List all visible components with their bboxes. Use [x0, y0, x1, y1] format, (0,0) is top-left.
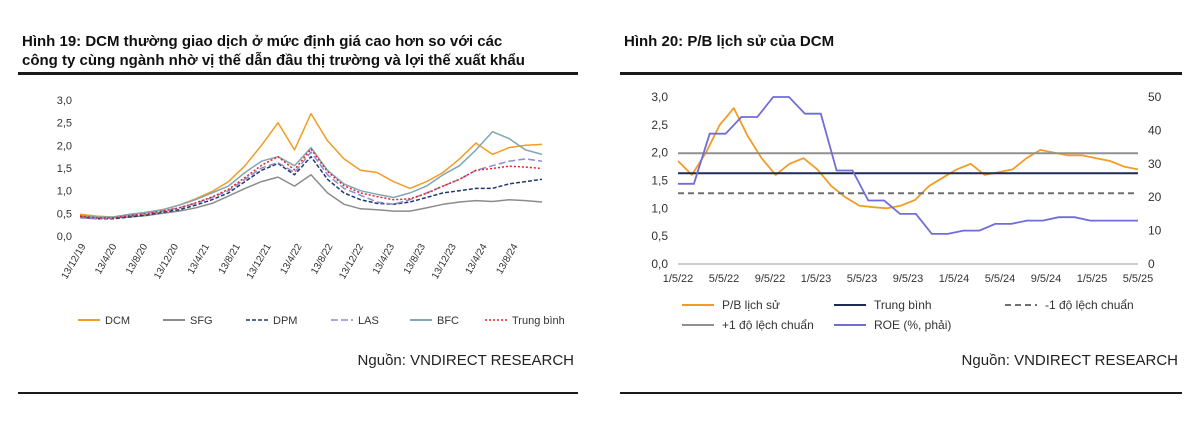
y-right-tick-label: 40: [1148, 123, 1162, 137]
y-left-tick-label: 0,5: [651, 229, 668, 243]
x-tick-label: 1/5/24: [939, 273, 970, 285]
legend-label: LAS: [358, 315, 379, 327]
figure-20-title: Hình 20: P/B lịch sử của DCM: [624, 33, 835, 50]
x-tick-label: 13/4/21: [186, 242, 212, 277]
figure-19-source: Nguồn: VNDIRECT RESEARCH: [357, 352, 574, 369]
y-tick-label: 0,5: [57, 208, 72, 220]
legend-label: ROE (%, phải): [874, 318, 951, 332]
y-tick-label: 2,0: [57, 140, 72, 152]
legend-label: P/B lịch sử: [722, 298, 780, 312]
x-tick-label: 9/5/24: [1031, 273, 1062, 285]
x-tick-label: 9/5/23: [893, 273, 924, 285]
figure-19-title: Hình 19: DCM thường giao dịch ở mức định…: [22, 32, 578, 70]
x-tick-label: 13/8/22: [309, 242, 335, 277]
y-tick-label: 3,0: [57, 95, 72, 107]
y-tick-label: 0,0: [57, 231, 72, 243]
legend-label: BFC: [437, 315, 459, 327]
y-right-tick-label: 30: [1148, 157, 1162, 171]
x-tick-label: 13/4/24: [464, 242, 490, 277]
figure-19-title-line2: công ty cùng ngành nhờ vị thế dẫn đầu th…: [22, 52, 525, 69]
x-tick-label: 13/8/21: [217, 242, 243, 277]
series-line-sfg: [79, 174, 543, 219]
legend-label: +1 độ lệch chuẩn: [722, 318, 814, 332]
y-left-tick-label: 2,5: [651, 118, 668, 132]
x-tick-label: 5/5/23: [847, 273, 878, 285]
y-right-tick-label: 0: [1148, 257, 1155, 271]
x-tick-label: 13/12/23: [430, 242, 459, 282]
y-right-tick-label: 10: [1148, 224, 1162, 238]
figure-20-chart: 0,0 0,5 1,0 1,5 2,0 2,5 3,0 0 10 20 30 40 50 1/5/22 5/…: [651, 90, 1162, 332]
x-tick-label: 1/5/25: [1077, 273, 1108, 285]
x-tick-label: 13/12/21: [245, 242, 274, 282]
legend-label: Trung bình: [512, 315, 565, 327]
x-tick-label: 1/5/22: [663, 273, 694, 285]
figure-19-bottom-rule: [18, 392, 578, 394]
x-tick-label: 13/8/23: [402, 242, 428, 277]
legend-label: DPM: [273, 315, 297, 327]
series-line-roe-ph-i-: [678, 96, 1138, 235]
figure-20-bottom-rule: [620, 392, 1182, 394]
legend-label: DCM: [105, 315, 130, 327]
figure-19-top-rule: [18, 72, 578, 75]
series-line-dpm: [79, 155, 543, 220]
y-right-tick-label: 20: [1148, 190, 1162, 204]
figure-20-panel: Hình 20: P/B lịch sử của DCM 0,0 0,5 1,0 1,…: [620, 0, 1182, 426]
x-tick-label: 13/12/20: [152, 242, 181, 282]
legend-label: -1 độ lệch chuẩn: [1045, 298, 1134, 312]
legend-label: SFG: [190, 315, 213, 327]
series-line-bfc: [79, 130, 543, 218]
y-right-tick-label: 50: [1148, 90, 1162, 104]
figure-19-panel: Hình 19: DCM thường giao dịch ở mức định…: [18, 0, 578, 426]
y-tick-label: 1,0: [57, 186, 72, 198]
y-left-tick-label: 0,0: [651, 257, 668, 271]
x-tick-label: 13/12/19: [60, 242, 89, 282]
x-tick-label: 5/5/25: [1123, 273, 1154, 285]
figure-19-title-line1: Hình 19: DCM thường giao dịch ở mức định…: [22, 33, 503, 50]
x-tick-label: 13/12/22: [337, 242, 366, 282]
y-left-tick-label: 1,5: [651, 174, 668, 188]
x-tick-label: 9/5/22: [755, 273, 786, 285]
y-left-tick-label: 1,0: [651, 201, 668, 215]
y-tick-label: 2,5: [57, 118, 72, 130]
x-tick-label: 1/5/23: [801, 273, 832, 285]
x-tick-label: 5/5/24: [985, 273, 1016, 285]
figure-19-chart: 0,00,51,01,52,02,53,013/12/19 13/4/20 13/8…: [57, 95, 565, 327]
figure-20-source: Nguồn: VNDIRECT RESEARCH: [961, 352, 1178, 369]
series-line-las: [79, 151, 543, 220]
figure-20-top-rule: [620, 72, 1182, 75]
y-left-tick-label: 3,0: [651, 90, 668, 104]
x-tick-label: 13/4/22: [278, 242, 304, 277]
x-tick-label: 5/5/22: [709, 273, 740, 285]
x-tick-label: 13/8/24: [494, 242, 520, 277]
y-tick-label: 1,5: [57, 163, 72, 175]
x-tick-label: 13/8/20: [124, 242, 150, 277]
legend-label: Trung bình: [874, 298, 932, 312]
series-line-trung-bình: [79, 148, 543, 219]
x-tick-label: 13/4/20: [93, 242, 119, 277]
y-left-tick-label: 2,0: [651, 146, 668, 160]
x-tick-label: 13/4/23: [371, 242, 397, 277]
